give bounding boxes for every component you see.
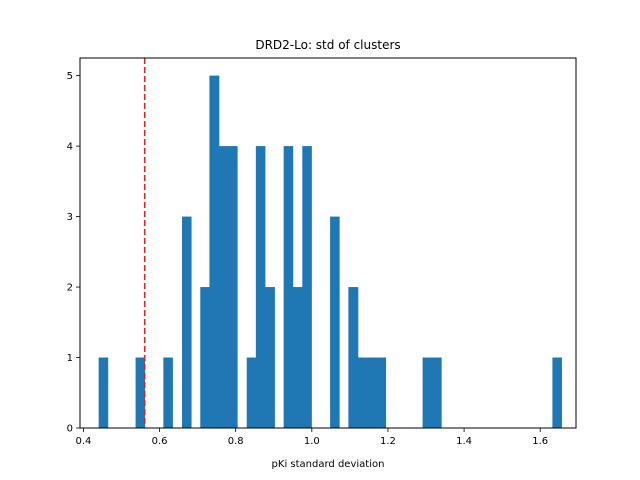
x-tick-label: 0.4 bbox=[75, 436, 91, 447]
y-tick-label: 1 bbox=[67, 353, 73, 364]
histogram-bar bbox=[357, 357, 368, 428]
histogram-bar bbox=[552, 357, 562, 428]
histogram-bar bbox=[422, 357, 433, 428]
histogram-bar bbox=[376, 357, 387, 428]
histogram-bar bbox=[348, 287, 359, 428]
x-tick-label: 1.6 bbox=[532, 436, 548, 447]
bars-group bbox=[98, 75, 562, 429]
y-tick-label: 5 bbox=[67, 71, 73, 82]
x-tick-label: 0.6 bbox=[152, 436, 168, 447]
histogram-bar bbox=[135, 357, 146, 428]
x-tick-label: 0.8 bbox=[228, 436, 244, 447]
histogram-bar bbox=[292, 287, 303, 428]
chart-title: DRD2-Lo: std of clusters bbox=[255, 38, 400, 52]
histogram-bar bbox=[228, 146, 238, 428]
histogram-bar bbox=[163, 357, 173, 428]
x-axis-ticks: 0.4 0.6 0.8 1.0 1.2 1.4 1.6 bbox=[75, 428, 548, 447]
histogram-bar bbox=[246, 357, 257, 428]
histogram-bar bbox=[209, 75, 220, 429]
x-tick-label: 1.0 bbox=[304, 436, 320, 447]
y-tick-label: 4 bbox=[67, 142, 73, 153]
x-tick-label: 1.4 bbox=[456, 436, 472, 447]
histogram-bar bbox=[182, 216, 192, 428]
x-axis-label: pKi standard deviation bbox=[272, 459, 385, 470]
histogram-bar bbox=[200, 287, 210, 428]
histogram-bar bbox=[367, 357, 377, 428]
y-tick-label: 2 bbox=[67, 283, 73, 294]
histogram-bar bbox=[431, 357, 442, 428]
histogram-bar bbox=[283, 146, 294, 428]
plot-frame bbox=[79, 57, 577, 429]
histogram-bar bbox=[218, 146, 229, 428]
histogram-bar bbox=[330, 216, 340, 428]
histogram-bar bbox=[98, 357, 109, 428]
y-tick-label: 3 bbox=[67, 212, 73, 223]
histogram-bar bbox=[265, 287, 275, 428]
y-axis-ticks: 0 1 2 3 4 5 bbox=[67, 71, 80, 435]
histogram-bar bbox=[255, 146, 266, 428]
histogram-bar bbox=[302, 146, 312, 428]
x-tick-label: 1.2 bbox=[380, 436, 396, 447]
y-tick-label: 0 bbox=[67, 424, 73, 435]
